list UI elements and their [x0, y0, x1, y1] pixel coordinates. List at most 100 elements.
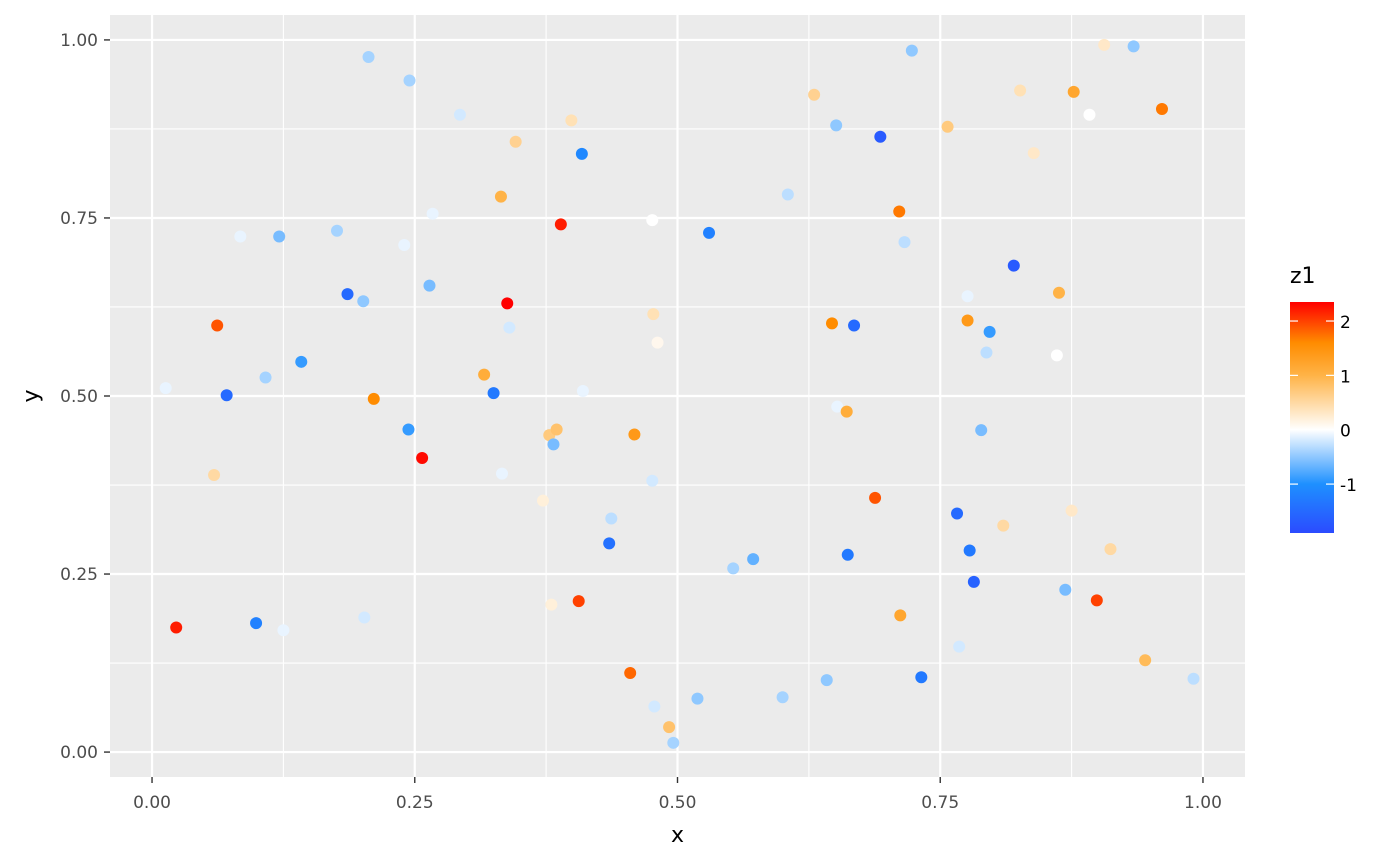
data-point — [727, 562, 740, 575]
data-point — [980, 346, 993, 359]
data-point — [983, 325, 996, 338]
data-point — [840, 405, 853, 418]
x-tick-label: 0.25 — [396, 793, 434, 813]
data-point — [277, 624, 290, 637]
data-point — [403, 74, 416, 87]
data-point — [341, 288, 354, 301]
y-tick-label: 0.00 — [60, 743, 98, 763]
x-axis: 0.00 0.25 0.50 0.75 1.00 — [133, 777, 1222, 813]
data-point — [1187, 672, 1200, 685]
data-point — [605, 512, 618, 525]
data-point — [273, 230, 286, 243]
data-point — [550, 423, 563, 436]
data-point — [1007, 259, 1020, 272]
data-point — [1104, 543, 1117, 556]
data-point — [453, 108, 466, 121]
data-point — [170, 621, 183, 634]
data-point — [1067, 85, 1080, 98]
data-point — [554, 218, 567, 231]
data-point — [915, 671, 928, 684]
y-tick-label: 0.25 — [60, 565, 98, 585]
data-point — [628, 428, 641, 441]
data-point — [159, 382, 172, 395]
data-point — [494, 190, 507, 203]
data-point — [663, 721, 676, 734]
data-point — [1052, 286, 1065, 299]
data-point — [1127, 40, 1140, 53]
data-point — [1139, 654, 1152, 667]
data-point — [357, 295, 370, 308]
data-point — [830, 119, 843, 132]
legend-ticks: 2 1 0 -1 — [1290, 313, 1357, 496]
y-axis: 0.00 0.25 0.50 0.75 1.00 — [60, 31, 110, 763]
data-point — [961, 314, 974, 327]
data-point — [250, 617, 263, 630]
data-point — [259, 371, 272, 384]
data-point — [831, 400, 844, 413]
data-point — [362, 51, 375, 64]
y-tick-label: 0.75 — [60, 209, 98, 229]
data-point — [646, 214, 659, 227]
data-points — [159, 38, 1200, 749]
data-point — [536, 494, 549, 507]
data-point — [961, 290, 974, 303]
data-point — [576, 385, 589, 398]
data-point — [1098, 38, 1111, 51]
data-point — [545, 598, 558, 611]
data-point — [997, 519, 1010, 532]
data-point — [367, 392, 380, 405]
data-point — [487, 387, 500, 400]
data-point — [398, 239, 411, 252]
data-point — [503, 321, 516, 334]
data-point — [963, 544, 976, 557]
data-point — [1065, 504, 1078, 517]
data-point — [1155, 103, 1168, 116]
data-point — [874, 130, 887, 143]
data-point — [781, 188, 794, 201]
data-point — [894, 609, 907, 622]
data-point — [941, 120, 954, 133]
data-point — [691, 692, 704, 705]
major-gridlines — [110, 15, 1245, 777]
data-point — [841, 548, 854, 561]
data-point — [1014, 84, 1027, 97]
legend-colorbar — [1290, 302, 1334, 533]
data-point — [603, 537, 616, 550]
y-tick-label: 1.00 — [60, 31, 98, 51]
data-point — [416, 451, 429, 464]
x-tick-label: 0.50 — [659, 793, 697, 813]
data-point — [402, 423, 415, 436]
data-point — [808, 88, 821, 101]
data-point — [331, 224, 343, 237]
data-point — [905, 44, 918, 57]
data-point — [869, 491, 882, 504]
color-legend: z1 2 1 0 -1 — [1290, 264, 1357, 533]
data-point — [967, 575, 980, 588]
x-tick-label: 0.00 — [133, 793, 171, 813]
data-point — [220, 389, 233, 402]
x-tick-label: 1.00 — [1184, 793, 1222, 813]
data-point — [1059, 583, 1072, 596]
x-axis-title: x — [671, 823, 684, 848]
data-point — [703, 226, 716, 239]
data-point — [575, 147, 588, 160]
data-point — [426, 207, 439, 220]
data-point — [234, 230, 247, 243]
data-point — [975, 424, 988, 437]
data-point — [211, 319, 224, 332]
data-point — [667, 736, 680, 749]
data-point — [651, 336, 664, 349]
legend-label: 2 — [1340, 313, 1351, 333]
data-point — [1083, 108, 1096, 121]
data-point — [776, 691, 789, 704]
data-point — [893, 205, 906, 218]
data-point — [495, 467, 508, 480]
legend-title: z1 — [1290, 264, 1316, 289]
data-point — [509, 135, 522, 148]
data-point — [648, 700, 661, 713]
data-point — [898, 236, 911, 249]
legend-label: -1 — [1340, 476, 1357, 496]
data-point — [501, 297, 514, 310]
data-point — [647, 308, 660, 321]
